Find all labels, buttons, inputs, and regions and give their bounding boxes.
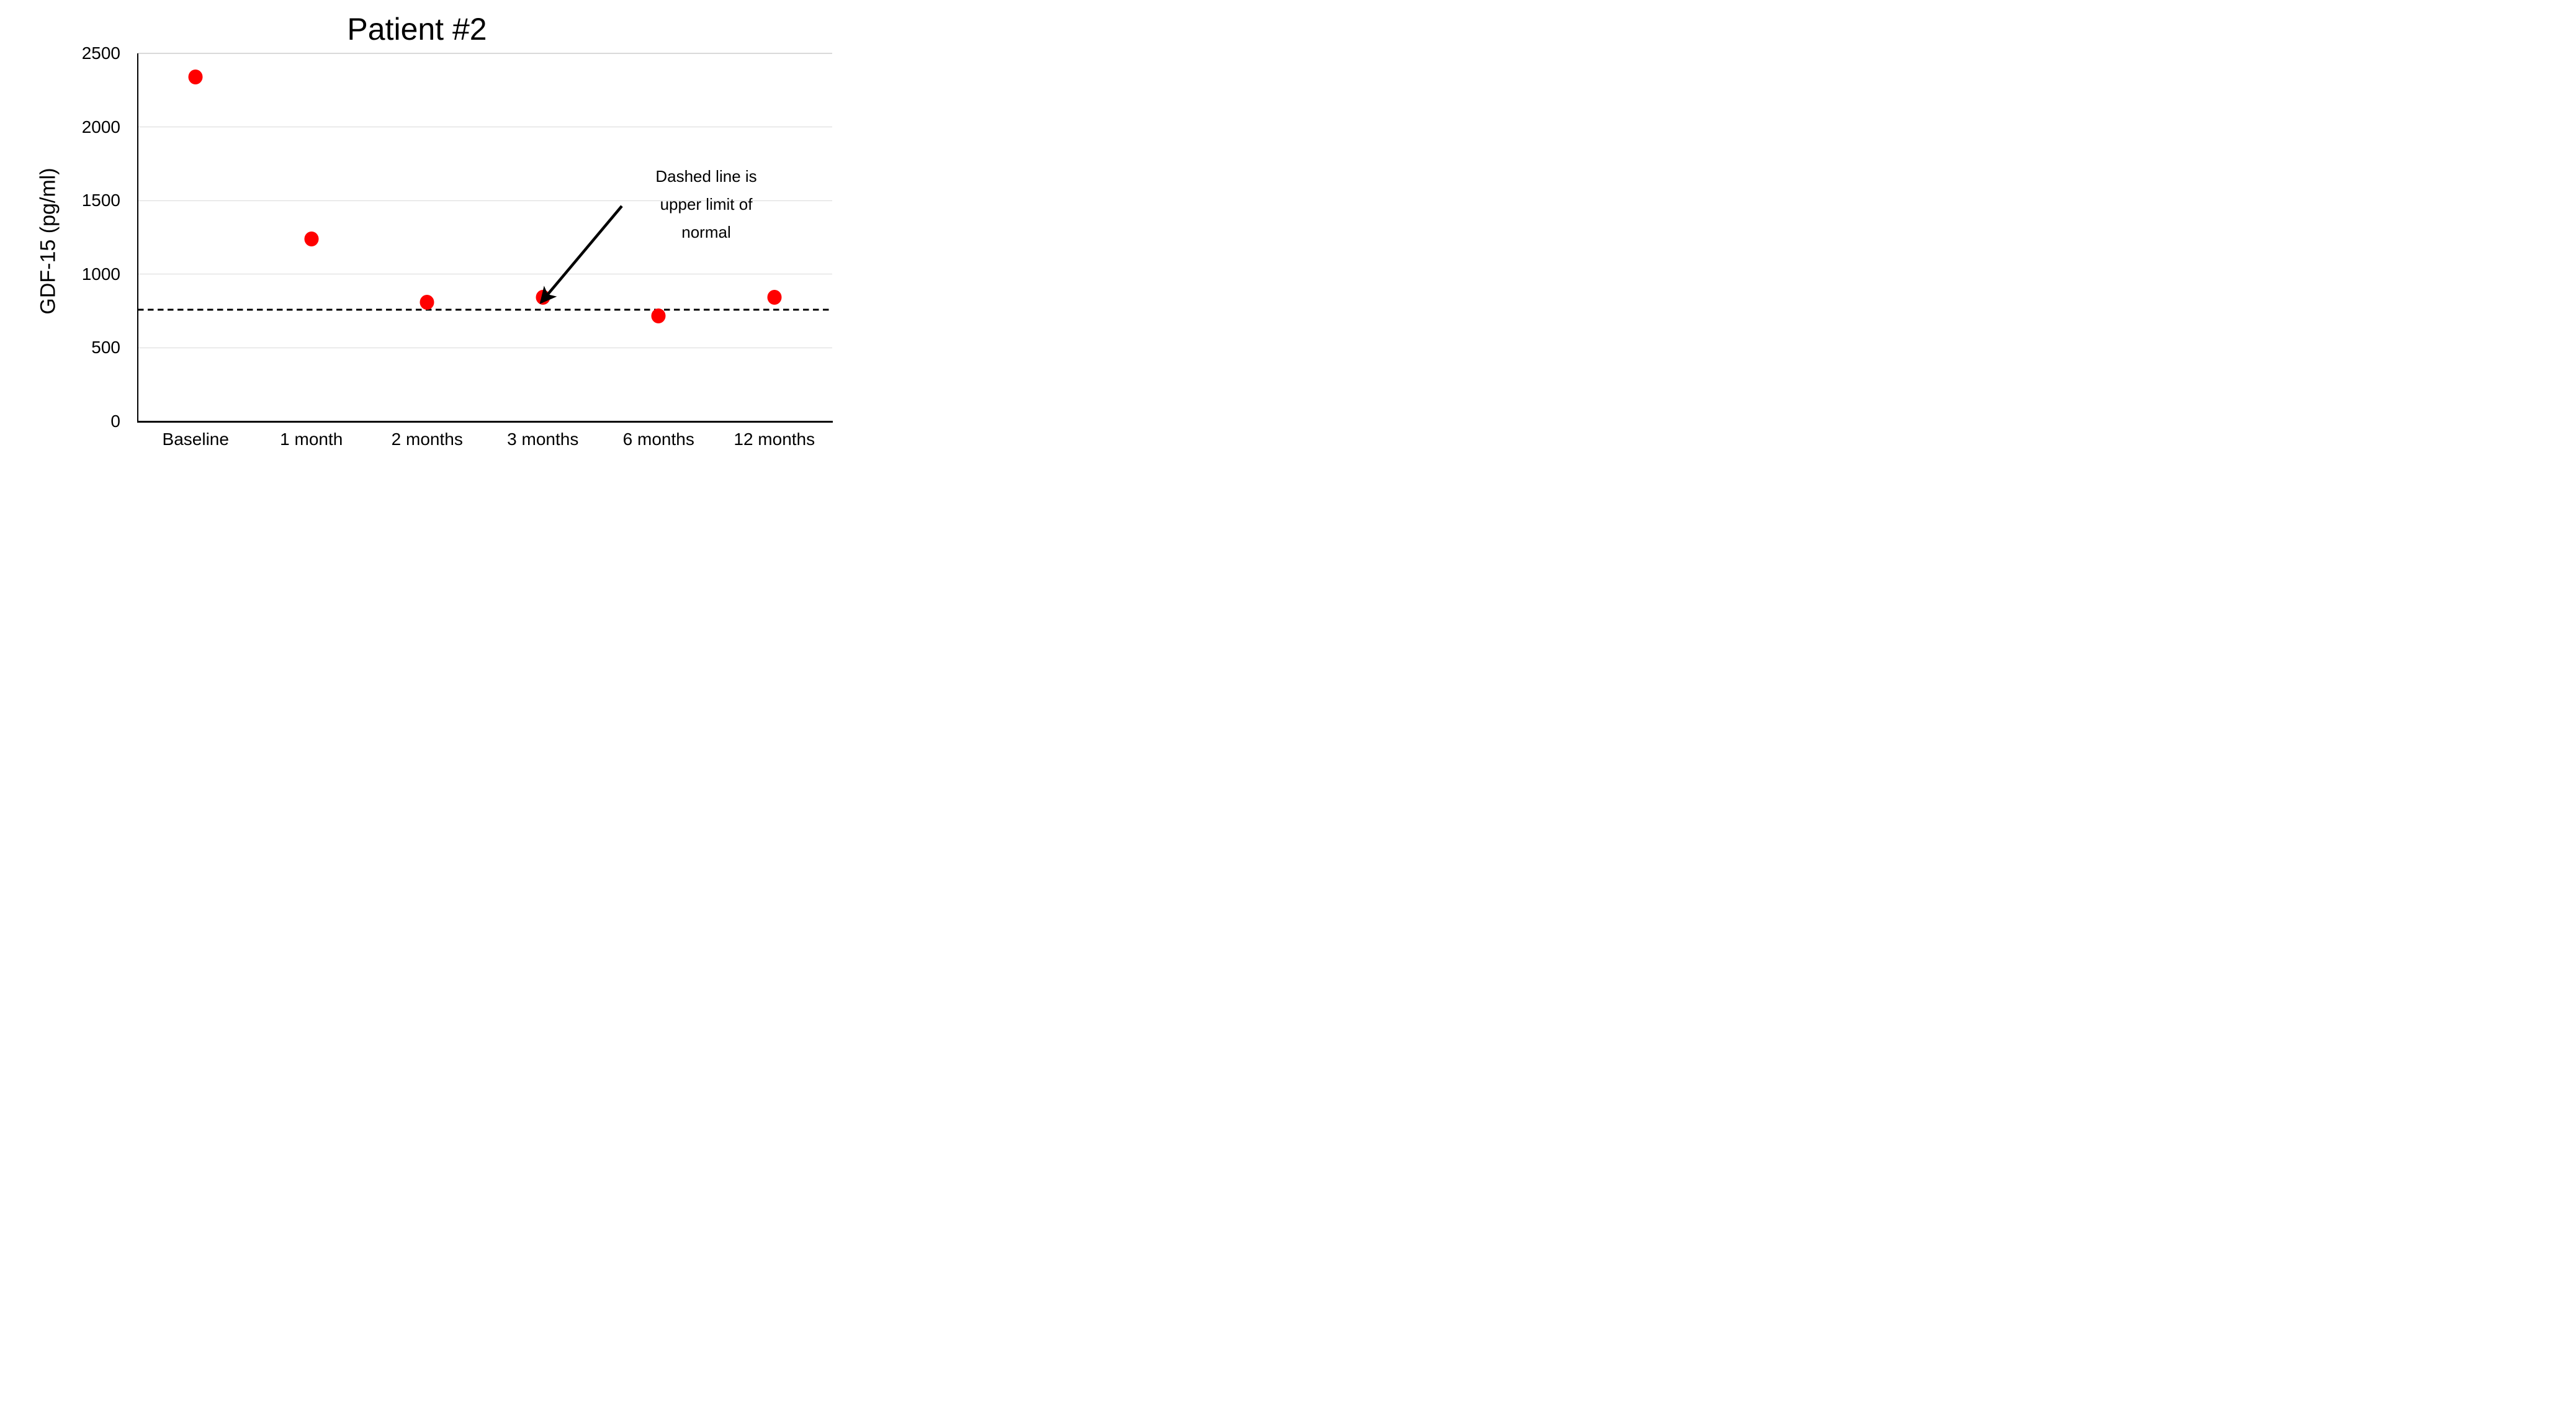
data-point-1-month xyxy=(304,231,319,246)
gridline-1500 xyxy=(138,200,832,201)
x-tick-label-2-months: 2 months xyxy=(391,429,463,449)
y-tick-label-1500: 1500 xyxy=(81,191,120,210)
y-axis-line xyxy=(137,53,138,423)
data-point-3-months xyxy=(536,289,550,305)
y-tick-label-1000: 1000 xyxy=(81,264,120,284)
x-tick-label-12-months: 12 months xyxy=(734,429,815,449)
data-point-2-months xyxy=(420,294,434,310)
data-point-6-months xyxy=(651,308,666,324)
upper-limit-dashed-line xyxy=(138,308,832,311)
annotation-line-2: upper limit of xyxy=(660,195,753,214)
x-tick-label-baseline: Baseline xyxy=(162,429,229,449)
x-axis-line xyxy=(137,421,833,423)
annotation-line-3: normal xyxy=(681,223,731,241)
x-tick-label-3-months: 3 months xyxy=(507,429,579,449)
y-tick-label-2000: 2000 xyxy=(81,117,120,137)
y-tick-label-2500: 2500 xyxy=(81,43,120,63)
y-axis-title: GDF-15 (pg/ml) xyxy=(36,168,60,315)
y-tick-label-500: 500 xyxy=(91,338,120,357)
annotation-text: Dashed line is upper limit of normal xyxy=(601,163,812,246)
chart-title: Patient #2 xyxy=(347,12,487,47)
x-tick-label-6-months: 6 months xyxy=(622,429,694,449)
chart-canvas: Patient #2 GDF-15 (pg/ml) 0 500 1000 1500 20… xyxy=(0,0,859,470)
y-tick-label-0: 0 xyxy=(110,411,120,431)
annotation-line-1: Dashed line is xyxy=(655,167,757,186)
data-point-baseline xyxy=(188,69,203,84)
x-tick-label-1-month: 1 month xyxy=(280,429,343,449)
data-point-12-months xyxy=(767,289,782,305)
